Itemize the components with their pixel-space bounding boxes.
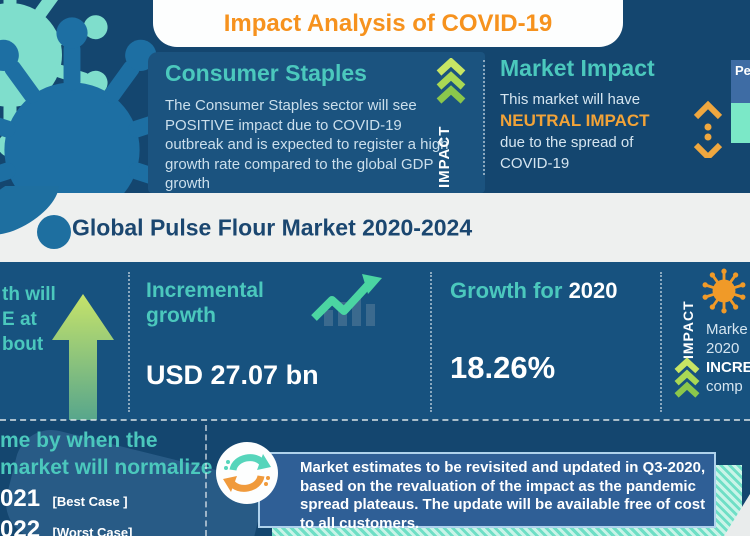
normalize-heading-line2: market will normalize [0,456,213,479]
best-case-row: 021 [Best Case ] [0,485,128,513]
legend-label-fragment: Pe [731,60,750,103]
normalize-heading-line1: me by when the [0,429,158,452]
section-dashed-divider [0,419,750,421]
trend-line-icon [311,274,382,326]
growth-2020-year: 2020 [568,278,618,303]
consumer-staples-panel: Consumer Staples The Consumer Staples se… [148,52,485,193]
bottom-section: me by when the market will normalize 021… [0,421,750,536]
impact-note-line4: comp [706,378,743,395]
growth-2020-label-text: Growth for [450,278,563,303]
refresh-circle [216,442,278,504]
stats-divider-1 [128,272,130,412]
covid-banner: Impact Analysis of COVID-19 [153,0,623,47]
impact-note-line2: 2020 [706,340,740,357]
market-impact-line3: COVID-19 [500,155,570,172]
growth-fragment-line1: th will [2,284,56,305]
stats-divider-2 [430,272,432,412]
impact-note-line1: Marke [706,321,748,338]
consumer-staples-body: The Consumer Staples sector will see POS… [165,97,449,192]
impact-note-fragment: Marke 2020 INCRE comp [706,320,750,396]
neutral-volatility-diamond-icon [693,100,723,158]
note-text: Market estimates to be revisited and upd… [300,459,706,532]
market-impact-line2: due to the spread of [500,134,634,151]
title-band: Global Pulse Flour Market 2020-2024 [0,193,750,262]
impact-note-line3: INCRE [706,359,750,376]
top-section-divider [483,60,485,175]
stats-band: th will E at bout Incremental growth USD… [0,262,750,420]
growth-fragment-line2: E at [2,309,37,330]
impact-vertical-label: IMPACT [436,125,453,188]
bottom-divider-dashed [205,425,207,536]
worst-case-tag: [Worst Case] [52,525,133,536]
note-box: Market estimates to be revisited and upd… [258,452,716,532]
growth-2020-value: 18.26% [450,350,556,385]
impact-up-chevrons-icon [436,58,466,104]
virus-icon [701,268,747,314]
refresh-icon [223,454,271,492]
stats-divider-3 [660,272,662,412]
worst-case-year: 022 [0,516,41,536]
consumer-staples-heading: Consumer Staples [165,60,367,86]
worst-case-row: 022 [Worst Case] [0,516,132,536]
growth-fragment-line3: bout [2,334,44,355]
legend-color-swatch [731,103,750,143]
impact-up-chevrons-icon-2 [674,357,700,398]
growth-2020-label: Growth for 2020 [450,278,618,304]
virus-arm-decoration [0,186,71,249]
market-impact-heading: Market Impact [500,55,655,81]
market-title: Global Pulse Flour Market 2020-2024 [72,214,473,240]
incremental-growth-value: USD 27.07 bn [146,360,319,390]
impact-vertical-label-2: IMPACT [680,300,696,359]
banner-title: Impact Analysis of COVID-19 [223,9,553,37]
market-impact-line1: This market will have [500,91,641,108]
market-impact-block: Market Impact This market will have NEUT… [500,55,700,174]
incremental-growth-label-2: growth [146,304,216,327]
best-case-tag: [Best Case ] [52,494,128,509]
growth-up-arrow-icon [52,294,114,420]
incremental-growth-label-1: Incremental [146,279,264,302]
best-case-year: 021 [0,485,41,512]
neutral-impact-highlight: NEUTRAL IMPACT [500,111,650,130]
